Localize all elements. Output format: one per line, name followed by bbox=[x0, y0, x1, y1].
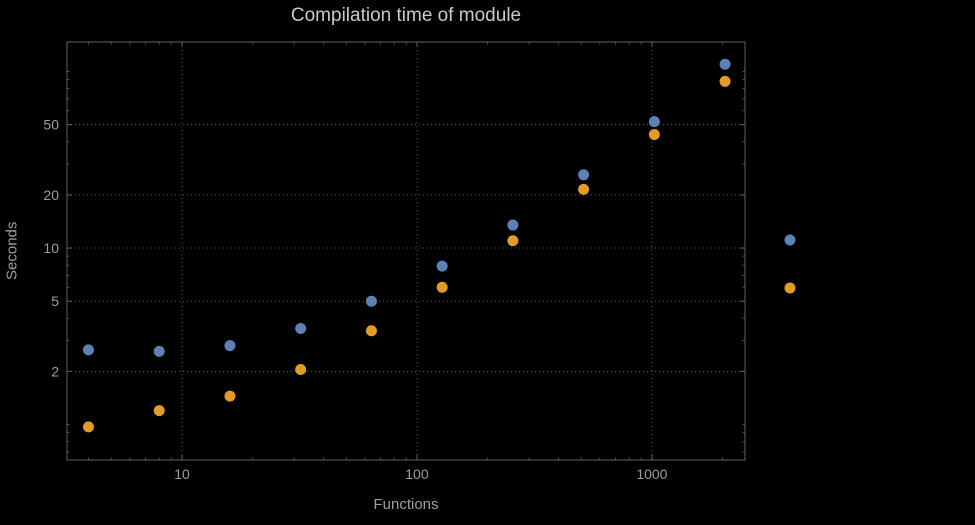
data-point-orange bbox=[436, 281, 448, 293]
data-point-blue bbox=[224, 340, 236, 352]
data-point-blue bbox=[436, 260, 448, 272]
data-point-orange bbox=[648, 128, 660, 140]
data-point-blue bbox=[83, 344, 95, 356]
y-tick-label: 10 bbox=[43, 240, 59, 256]
legend-marker-orange bbox=[784, 282, 796, 294]
plot-frame bbox=[66, 41, 746, 461]
x-tick-label: 100 bbox=[405, 466, 429, 482]
y-tick-label: 5 bbox=[51, 293, 59, 309]
x-tick-label: 10 bbox=[174, 466, 190, 482]
data-point-orange bbox=[153, 405, 165, 417]
data-point-orange bbox=[83, 421, 95, 433]
data-point-blue bbox=[365, 295, 377, 307]
data-point-orange bbox=[507, 235, 519, 247]
data-point-blue bbox=[153, 345, 165, 357]
data-point-blue bbox=[648, 116, 660, 128]
x-tick-label: 1000 bbox=[636, 466, 667, 482]
x-axis-label: Functions bbox=[373, 496, 439, 513]
data-point-blue bbox=[719, 58, 731, 70]
data-point-orange bbox=[719, 75, 731, 87]
data-point-blue bbox=[578, 169, 590, 181]
y-tick-label: 50 bbox=[43, 117, 59, 133]
data-point-blue bbox=[507, 219, 519, 231]
data-point-orange bbox=[365, 325, 377, 337]
legend-marker-blue bbox=[784, 234, 796, 246]
chart-title: Compilation time of module bbox=[290, 5, 522, 26]
data-point-blue bbox=[295, 323, 307, 335]
data-point-orange bbox=[578, 183, 590, 195]
data-point-orange bbox=[295, 364, 307, 376]
y-tick-label: 2 bbox=[51, 363, 59, 379]
data-point-orange bbox=[224, 390, 236, 402]
y-tick-label: 20 bbox=[43, 187, 59, 203]
